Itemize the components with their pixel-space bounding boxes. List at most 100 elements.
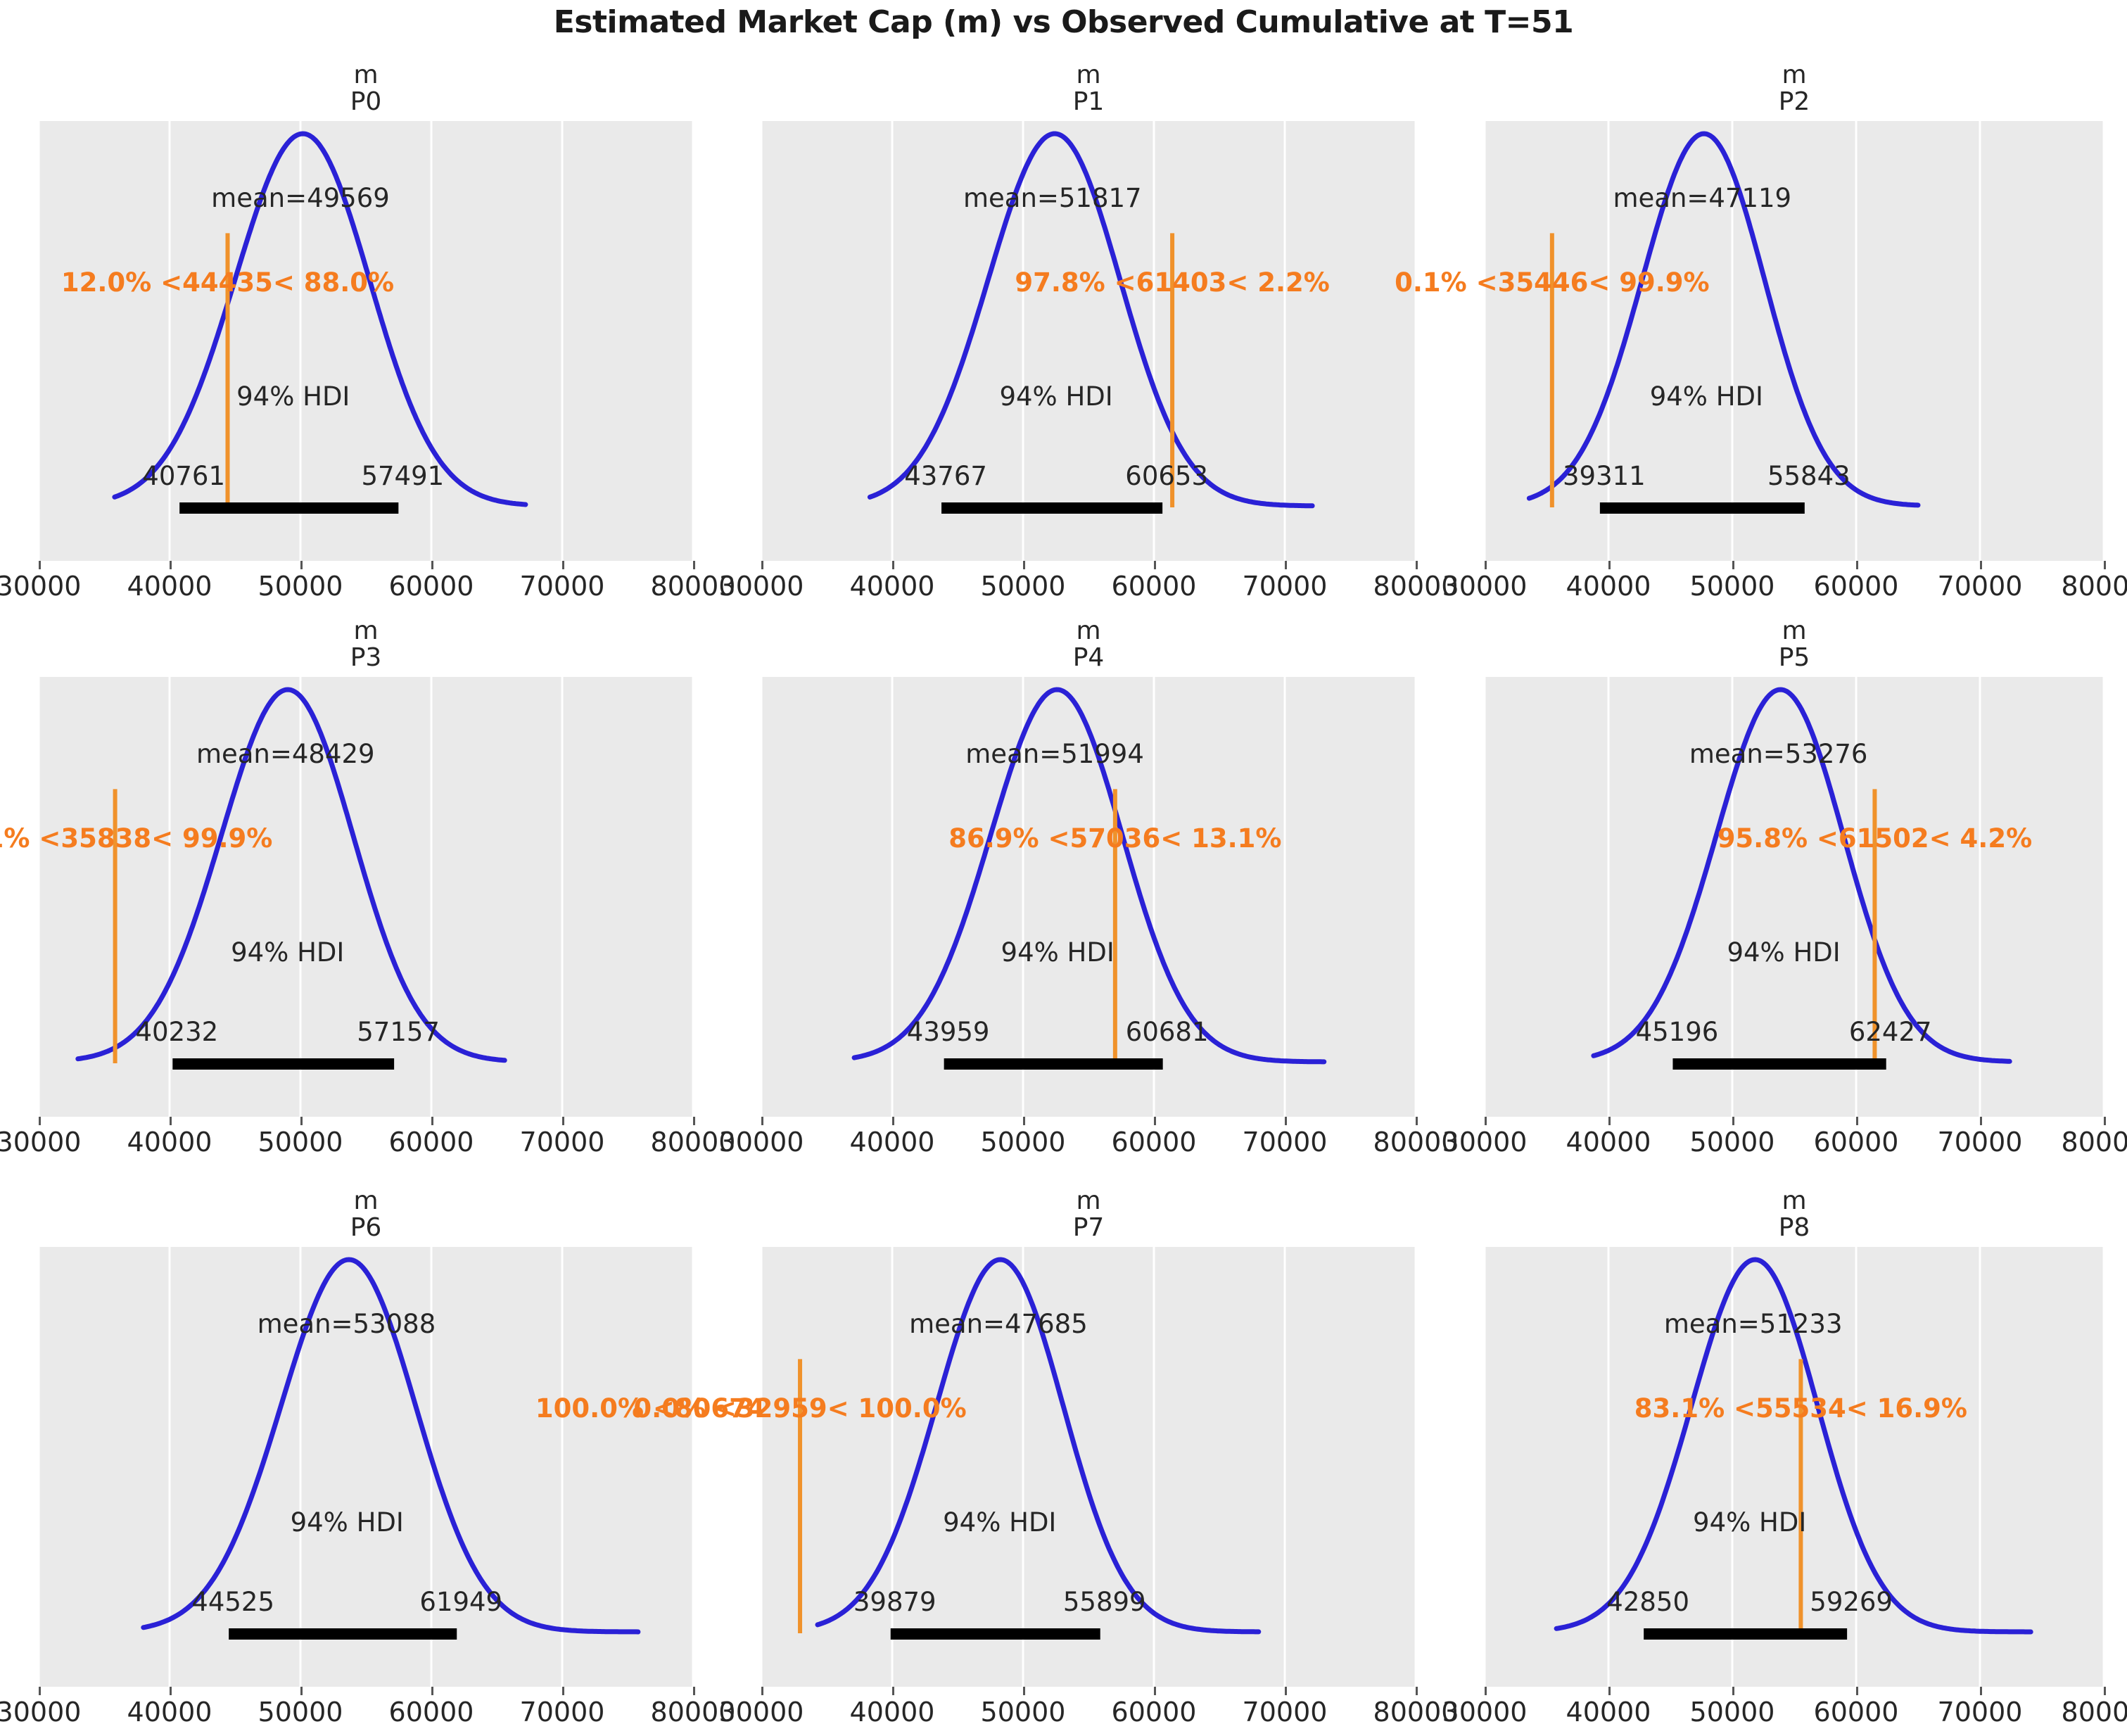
x-tick-mark <box>1980 1117 1982 1125</box>
density-curve <box>1554 1257 2033 1635</box>
x-tick-mark <box>39 561 41 569</box>
x-tick-mark <box>39 1117 41 1125</box>
plot-svg <box>39 121 693 561</box>
x-tick-mark <box>2104 1117 2106 1125</box>
density-curve <box>75 687 507 1063</box>
x-tick-mark <box>1732 561 1734 569</box>
tail-percent-label-p0: 12.0% <44435< 88.0% <box>61 267 395 298</box>
mean-label-p4: mean=51994 <box>965 739 1144 769</box>
x-tick-mark <box>1980 1687 1982 1695</box>
x-tick-mark <box>1285 561 1287 569</box>
x-tick-label: 70000 <box>519 1697 605 1728</box>
x-tick-label: 70000 <box>1242 571 1328 602</box>
mean-label-p1: mean=51817 <box>963 183 1142 213</box>
x-axis-p6: 30000 40000 50000 60000 70000 80000 <box>0 1687 735 1736</box>
panel-variable-label: m <box>353 1186 379 1215</box>
x-tick-label: 70000 <box>519 571 605 602</box>
x-tick-mark <box>1608 1117 1611 1125</box>
panel-title-p2: m P2 <box>1485 62 2104 115</box>
x-tick-label: 60000 <box>1813 571 1899 602</box>
tail-percent-label-p2: 0.1% <35446< 99.9% <box>1395 267 1710 298</box>
x-tick-mark <box>1608 561 1611 569</box>
panel-variable-label: m <box>1782 1186 1807 1215</box>
hdi-low-label-p0: 40761 <box>142 461 225 491</box>
x-tick-label: 60000 <box>388 1697 474 1728</box>
hdi-low-label-p1: 43767 <box>904 461 987 491</box>
hdi-low-label-p5: 45196 <box>1635 1017 1719 1047</box>
x-tick-mark <box>1485 561 1487 569</box>
panel-title-p1: m P1 <box>761 62 1416 115</box>
x-tick-label: 30000 <box>0 1127 82 1158</box>
x-tick-mark <box>1285 1117 1287 1125</box>
density-curve <box>1526 131 1921 508</box>
x-tick-mark <box>431 561 433 569</box>
x-tick-mark <box>1732 1687 1734 1695</box>
plot-area-p8: mean=51233 83.1% <55534< 16.9% 94% HDI 4285… <box>1485 1247 2104 1687</box>
x-tick-label: 50000 <box>980 1697 1066 1728</box>
x-tick-mark <box>1416 1687 1418 1695</box>
mean-label-p0: mean=49569 <box>211 183 390 213</box>
plot-area-p4: mean=51994 86.9% <57036< 13.1% 94% HDI 4395… <box>761 677 1416 1117</box>
tail-percent-label-p7: 0.0% <32959< 100.0% <box>633 1393 967 1424</box>
x-tick-label: 50000 <box>258 1127 343 1158</box>
x-tick-mark <box>1154 1117 1156 1125</box>
panel-title-p6: m P6 <box>39 1188 693 1241</box>
x-tick-label: 30000 <box>1442 1127 1528 1158</box>
x-tick-label: 40000 <box>849 1697 935 1728</box>
density-curve <box>141 1257 641 1635</box>
x-tick-label: 60000 <box>1111 571 1197 602</box>
plot-area-p6: mean=53088 100.0% <80674< 0.0% 94% HDI 4452… <box>39 1247 868 1687</box>
hdi-low-label-p8: 42850 <box>1606 1587 1690 1617</box>
mean-label-p5: mean=53276 <box>1689 739 1868 769</box>
x-tick-label: 70000 <box>519 1127 605 1158</box>
panel-title-p5: m P5 <box>1485 618 2104 671</box>
panel-id-label: P6 <box>350 1212 382 1242</box>
x-tick-mark <box>1023 561 1025 569</box>
x-tick-label: 70000 <box>1242 1697 1328 1728</box>
plot-svg <box>761 121 1416 561</box>
tail-percent-label-p5: 95.8% <61502< 4.2% <box>1717 823 2033 854</box>
x-tick-label: 70000 <box>1937 1697 2023 1728</box>
plot-area-p2: mean=47119 0.1% <35446< 99.9% 94% HDI 39311… <box>1395 121 2104 561</box>
x-tick-label: 60000 <box>1813 1127 1899 1158</box>
x-tick-label: 80000 <box>1373 1127 1459 1158</box>
plot-svg <box>1485 677 2104 1117</box>
x-tick-mark <box>2104 1687 2106 1695</box>
panel-id-label: P7 <box>1072 1212 1105 1242</box>
plot-svg <box>761 677 1416 1117</box>
x-tick-mark <box>761 1117 763 1125</box>
tail-percent-label-p3: 0.1% <35838< 99.9% <box>0 823 273 854</box>
hdi-low-label-p6: 44525 <box>191 1587 275 1617</box>
x-tick-mark <box>1980 561 1982 569</box>
x-axis-p8: 30000 40000 50000 60000 70000 80000 <box>1442 1687 2127 1736</box>
hdi-low-label-p7: 39879 <box>853 1587 936 1617</box>
x-tick-label: 30000 <box>718 571 804 602</box>
x-tick-mark <box>1856 1117 1858 1125</box>
panel-id-label: P0 <box>350 87 382 116</box>
panel-variable-label: m <box>1782 616 1807 645</box>
mean-label-p2: mean=47119 <box>1613 183 1792 213</box>
x-tick-mark <box>693 1117 695 1125</box>
x-axis-p0: 30000 40000 50000 60000 70000 80000 <box>0 561 735 610</box>
x-tick-mark <box>1154 561 1156 569</box>
plot-area-p7: mean=47685 0.0% <32959< 100.0% 94% HDI 3987… <box>633 1247 1416 1687</box>
x-tick-label: 30000 <box>0 1697 82 1728</box>
x-tick-label: 50000 <box>1689 1127 1775 1158</box>
x-tick-label: 40000 <box>127 571 212 602</box>
hdi-high-label-p6: 61949 <box>419 1587 503 1617</box>
x-tick-mark <box>1732 1117 1734 1125</box>
x-tick-label: 70000 <box>1937 1127 2023 1158</box>
hdi-level-label-p0: 94% HDI <box>236 381 350 412</box>
hdi-high-label-p0: 57491 <box>361 461 445 491</box>
hdi-level-label-p7: 94% HDI <box>943 1507 1057 1538</box>
x-tick-mark <box>892 561 894 569</box>
x-tick-label: 60000 <box>1111 1697 1197 1728</box>
x-tick-label: 80000 <box>2061 1697 2127 1728</box>
panel-title-p0: m P0 <box>39 62 693 115</box>
x-tick-mark <box>2104 561 2106 569</box>
panel-title-p3: m P3 <box>39 618 693 671</box>
x-axis-p7: 30000 40000 50000 60000 70000 80000 <box>719 1687 1458 1736</box>
tail-percent-label-p4: 86.9% <57036< 13.1% <box>948 823 1282 854</box>
plot-area-p0: mean=49569 12.0% <44435< 88.0% 94% HDI 4076… <box>39 121 693 561</box>
plot-svg <box>1485 1247 2104 1687</box>
